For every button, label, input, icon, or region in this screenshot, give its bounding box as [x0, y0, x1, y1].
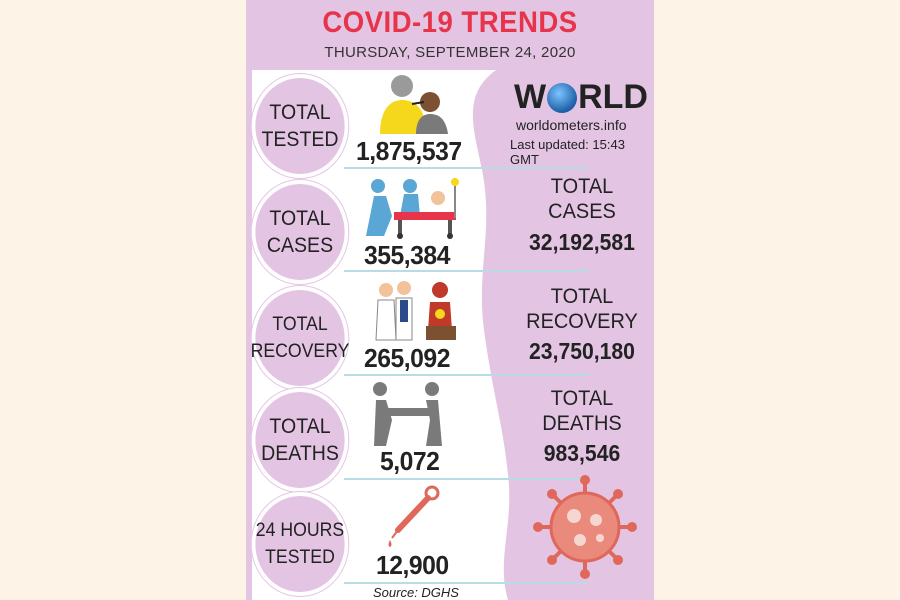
world-value-cases: 32,192,581 — [529, 229, 635, 255]
row-divider — [344, 270, 588, 272]
row-divider — [344, 478, 588, 480]
label-line: TOTAL — [269, 101, 331, 124]
label-line: TESTED — [261, 128, 339, 151]
local-value-24-hours-tested: 12,900 — [376, 550, 449, 580]
header-band: COVID-19 TRENDS THURSDAY, SEPTEMBER 24, … — [246, 0, 654, 70]
label-line: TOTAL — [272, 314, 328, 335]
label-line: TOTAL — [269, 415, 331, 438]
label-line: CASES — [266, 234, 334, 257]
label-circle-total-recovery: TOTAL RECOVERY — [250, 286, 350, 390]
world-label-cases: TOTAL CASES — [514, 174, 651, 224]
label-line: TESTED — [265, 547, 335, 568]
label-line: DEATHS — [261, 442, 339, 465]
label-line: RECOVERY — [250, 341, 350, 362]
infographic-card: COVID-19 TRENDS THURSDAY, SEPTEMBER 24, … — [246, 0, 654, 600]
logo-text: RLD — [578, 78, 648, 116]
globe-icon — [547, 82, 578, 113]
world-label-recovery: TOTAL RECOVERY — [514, 284, 651, 334]
hospital-stretcher-icon — [366, 178, 459, 239]
page-date: THURSDAY, SEPTEMBER 24, 2020 — [324, 44, 576, 61]
local-value-total-deaths: 5,072 — [380, 446, 440, 476]
world-value-recovery: 23,750,180 — [529, 338, 635, 364]
row-divider — [344, 167, 588, 169]
label-circle-total-tested: TOTAL TESTED — [251, 74, 349, 178]
label-line: TOTAL — [550, 387, 614, 410]
local-value-total-cases: 355,384 — [364, 240, 450, 270]
row-divider — [344, 582, 588, 584]
worldometers-logo: W RLD — [514, 78, 648, 117]
source-note: Source: DGHS — [373, 585, 459, 600]
doctors-recovery-icon — [375, 281, 456, 341]
row-divider — [344, 374, 588, 376]
label-line: RECOVERY — [526, 310, 638, 333]
world-label-deaths: TOTAL DEATHS — [514, 386, 651, 436]
dropper-icon — [388, 485, 440, 547]
world-last-updated: Last updated: 15:43 GMT — [510, 137, 625, 167]
label-line: 24 HOURS — [255, 520, 345, 541]
testing-swab-icon — [380, 75, 448, 134]
carrying-stretcher-icon — [373, 382, 442, 446]
label-circle-24-hours-tested: 24 HOURS TESTED — [251, 492, 349, 596]
world-value-deaths: 983,546 — [543, 440, 621, 466]
left-purple-strip — [246, 70, 252, 600]
label-circle-total-deaths: TOTAL DEATHS — [251, 388, 349, 492]
right-purple-panel — [472, 70, 654, 600]
local-value-total-recovery: 265,092 — [364, 343, 450, 373]
logo-text: W — [514, 78, 547, 116]
world-site: worldometers.info — [516, 117, 627, 133]
local-value-total-tested: 1,875,537 — [356, 136, 462, 166]
label-line: TOTAL — [550, 285, 614, 308]
coronavirus-icon — [533, 475, 637, 579]
label-circle-total-cases: TOTAL CASES — [251, 180, 349, 284]
label-line: CASES — [548, 200, 616, 223]
page-title: COVID-19 TRENDS — [322, 6, 578, 39]
label-line: TOTAL — [550, 175, 614, 198]
label-line: TOTAL — [269, 207, 331, 230]
label-line: DEATHS — [542, 412, 622, 435]
background-shapes — [246, 70, 654, 600]
